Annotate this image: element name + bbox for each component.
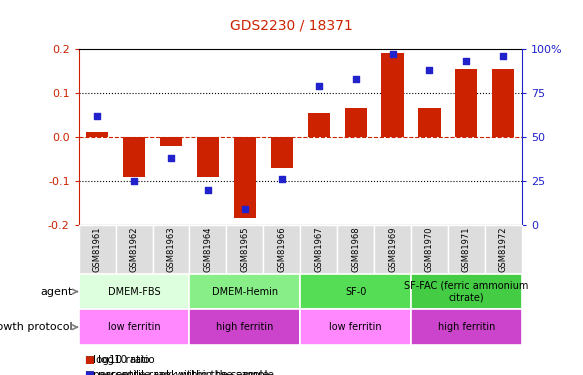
Bar — [337, 225, 374, 274]
Text: GSM81972: GSM81972 — [499, 226, 508, 272]
Bar — [300, 225, 337, 274]
Text: low ferritin: low ferritin — [108, 322, 160, 332]
Text: ■ percentile rank within the sample: ■ percentile rank within the sample — [85, 370, 273, 375]
Bar — [374, 225, 411, 274]
Bar — [300, 309, 411, 345]
Text: GSM81968: GSM81968 — [351, 226, 360, 272]
Bar — [86, 132, 108, 137]
Text: log10 ratio: log10 ratio — [93, 355, 150, 365]
Bar — [189, 309, 300, 345]
Text: GSM81963: GSM81963 — [167, 226, 175, 272]
Text: GSM81966: GSM81966 — [278, 226, 286, 272]
Bar — [345, 108, 367, 137]
Text: high ferritin: high ferritin — [216, 322, 273, 332]
Text: SF-FAC (ferric ammonium
citrate): SF-FAC (ferric ammonium citrate) — [404, 281, 529, 302]
Point — [129, 178, 139, 184]
Text: GSM81969: GSM81969 — [388, 226, 397, 272]
Bar — [79, 309, 189, 345]
Bar — [411, 225, 448, 274]
Text: GSM81970: GSM81970 — [425, 226, 434, 272]
Point — [351, 76, 360, 82]
Text: DMEM-Hemin: DMEM-Hemin — [212, 286, 278, 297]
Bar — [300, 274, 411, 309]
Text: SF-0: SF-0 — [345, 286, 366, 297]
Bar — [160, 137, 182, 146]
Point — [166, 155, 175, 161]
Text: low ferritin: low ferritin — [329, 322, 382, 332]
Bar — [234, 137, 256, 218]
Text: DMEM-FBS: DMEM-FBS — [108, 286, 160, 297]
Bar — [308, 112, 330, 137]
Text: percentile rank within the sample: percentile rank within the sample — [93, 370, 269, 375]
Bar — [115, 225, 153, 274]
Bar — [264, 225, 300, 274]
Point — [462, 58, 471, 64]
Point — [277, 176, 286, 182]
Bar — [153, 225, 189, 274]
Bar — [189, 225, 226, 274]
Text: GSM81964: GSM81964 — [203, 226, 212, 272]
Bar — [381, 53, 403, 137]
Text: GSM81961: GSM81961 — [93, 226, 101, 272]
Point — [240, 206, 250, 212]
Bar — [271, 137, 293, 168]
Bar — [455, 69, 477, 137]
Text: GSM81962: GSM81962 — [129, 226, 139, 272]
Point — [203, 187, 213, 193]
Bar — [123, 137, 145, 177]
Text: agent: agent — [40, 286, 73, 297]
Bar — [79, 225, 115, 274]
Bar — [448, 225, 485, 274]
Text: high ferritin: high ferritin — [438, 322, 495, 332]
Text: ■: ■ — [85, 370, 94, 375]
Point — [314, 83, 324, 89]
Bar — [189, 274, 300, 309]
Bar — [226, 225, 264, 274]
Bar — [419, 108, 441, 137]
Text: GSM81971: GSM81971 — [462, 226, 471, 272]
Bar — [411, 274, 522, 309]
Bar — [411, 309, 522, 345]
Text: ■ log10 ratio: ■ log10 ratio — [85, 355, 154, 365]
Point — [388, 51, 397, 57]
Bar — [79, 274, 189, 309]
Bar — [485, 225, 522, 274]
Bar — [197, 137, 219, 177]
Point — [425, 67, 434, 73]
Text: GSM81967: GSM81967 — [314, 226, 323, 272]
Text: ■: ■ — [85, 355, 94, 365]
Text: GDS2230 / 18371: GDS2230 / 18371 — [230, 19, 353, 33]
Text: GSM81965: GSM81965 — [240, 226, 250, 272]
Text: growth protocol: growth protocol — [0, 322, 73, 332]
Point — [93, 113, 102, 119]
Bar — [492, 69, 514, 137]
Point — [498, 53, 508, 59]
